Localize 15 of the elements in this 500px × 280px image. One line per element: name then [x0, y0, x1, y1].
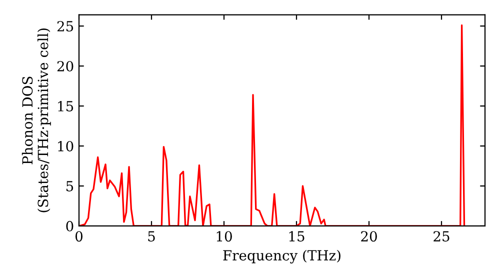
- y-tick-label: 5: [66, 181, 74, 192]
- y-axis-title: Phonon DOS (States/THz·primitive cell): [22, 28, 51, 212]
- x-tick-label: 15: [289, 231, 304, 242]
- y-tick-label: 25: [57, 21, 74, 32]
- x-tick-label: 10: [216, 231, 232, 242]
- x-tick-label: 0: [75, 231, 82, 242]
- y-tick-label: 15: [58, 100, 74, 112]
- x-tick-label: 5: [148, 231, 155, 242]
- y-tick-label: 20: [57, 60, 74, 72]
- x-tick-label: 25: [434, 231, 450, 242]
- line-series: [79, 24, 466, 226]
- x-axis-title: Frequency (THz): [223, 250, 340, 264]
- y-tick-label: 0: [66, 220, 74, 232]
- y-tick-label: 10: [58, 140, 74, 152]
- x-tick-label: 20: [361, 231, 377, 242]
